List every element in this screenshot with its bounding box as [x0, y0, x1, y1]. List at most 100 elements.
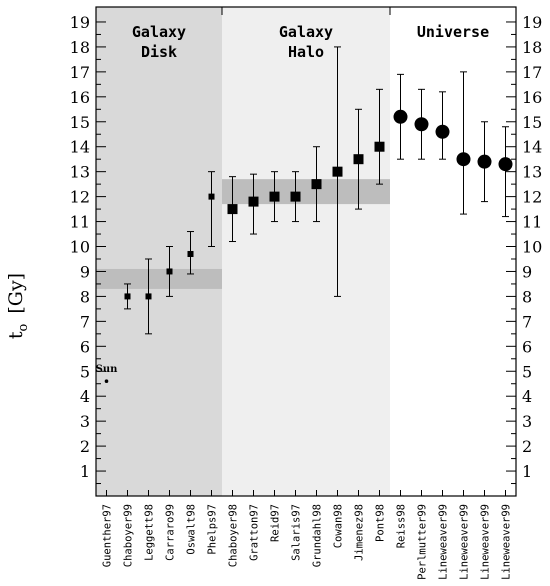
data-point-15 [435, 124, 450, 139]
y-tick-label-left-15: 15 [70, 113, 90, 132]
y-tick-label-right-2: 2 [522, 437, 532, 456]
x-tick-label-2: Leggett98 [144, 504, 156, 561]
data-point-13 [393, 109, 408, 124]
y-tick-label-left-17: 17 [70, 63, 90, 82]
data-point-11 [353, 154, 364, 165]
y-tick-label-right-11: 11 [522, 213, 542, 232]
y-tick-label-left-9: 9 [80, 262, 90, 281]
data-point-8 [290, 191, 301, 202]
x-tick-label-8: Reid97 [270, 504, 282, 542]
data-point-5 [227, 204, 238, 215]
x-tick-label-4: Oswalt98 [186, 504, 198, 555]
sun-label: Sun [96, 364, 118, 375]
data-point-4 [208, 193, 215, 200]
y-tick-label-right-7: 7 [522, 312, 532, 331]
x-tick-label-6: Chaboyer98 [228, 504, 240, 567]
y-tick-label-left-16: 16 [70, 88, 90, 107]
x-tick-label-14: Reiss98 [396, 504, 408, 548]
x-tick-label-10: Grundahl98 [312, 504, 324, 567]
region-label-2-0: Universe [417, 23, 489, 41]
x-tick-label-15: Perlmutter99 [417, 504, 429, 580]
region-bg-2 [390, 7, 516, 496]
region-label-0-0: Galaxy [132, 23, 186, 41]
data-point-3 [187, 250, 194, 257]
age-band-1 [222, 179, 390, 205]
axis-ticks [95, 7, 516, 496]
y-tick-label-right-15: 15 [522, 113, 542, 132]
x-tick-label-7: Gratton97 [249, 504, 261, 561]
data-point-2 [166, 268, 173, 275]
y-tick-label-right-9: 9 [522, 262, 532, 281]
y-tick-label-right-5: 5 [522, 362, 532, 381]
y-tick-label-left-14: 14 [70, 138, 90, 157]
region-bg-1 [222, 7, 390, 496]
region-labels: Galaxy Disk Galaxy Halo Universe [132, 23, 489, 61]
y-tick-label-right-16: 16 [522, 88, 542, 107]
x-tick-label-3: Carraro99 [165, 504, 177, 561]
region-label-0-1: Disk [141, 43, 177, 61]
y-tick-label-left-13: 13 [70, 163, 90, 182]
x-tick-label-16: Lineweaver99 [438, 504, 450, 580]
y-tick-label-left-3: 3 [80, 412, 90, 431]
data-point-10 [332, 166, 343, 177]
y-tick-label-left-6: 6 [80, 337, 90, 356]
y-tick-label-left-5: 5 [80, 362, 90, 381]
x-tick-label-12: Jimenez98 [354, 504, 366, 561]
y-tick-label-right-6: 6 [522, 337, 532, 356]
x-tick-label-9: Salaris97 [291, 504, 303, 561]
x-tick-label-19: Lineweaver99 [501, 504, 513, 580]
x-tick-label-1: Chaboyer99 [123, 504, 135, 567]
y-tick-label-right-3: 3 [522, 412, 532, 431]
data-point-18 [498, 157, 513, 172]
x-tick-label-0: Guenther97 [102, 504, 114, 567]
data-point-12 [374, 141, 385, 152]
x-tick-label-17: Lineweaver99 [459, 504, 471, 580]
y-tick-label-left-18: 18 [70, 38, 90, 57]
y-tick-label-right-8: 8 [522, 287, 532, 306]
y-axis-label-unit: [Gy] [5, 273, 27, 314]
data-point-17 [477, 154, 492, 169]
age-band-0 [96, 268, 222, 289]
y-tick-label-left-1: 1 [80, 462, 90, 481]
y-tick-label-right-4: 4 [522, 387, 532, 406]
y-tick-label-right-12: 12 [522, 188, 542, 207]
y-tick-label-left-2: 2 [80, 437, 90, 456]
data-point-16 [456, 152, 471, 167]
x-tick-label-5: Phelps97 [207, 504, 219, 555]
y-tick-label-right-10: 10 [522, 238, 542, 257]
data-markers [124, 109, 513, 300]
y-tick-label-right-1: 1 [522, 462, 532, 481]
data-point-0 [124, 293, 131, 300]
region-backgrounds [96, 7, 516, 496]
region-label-1-1: Halo [288, 43, 324, 61]
y-tick-label-right-18: 18 [522, 38, 542, 57]
y-axis-label-sub: o [16, 323, 31, 331]
region-label-1-0: Galaxy [279, 23, 333, 41]
y-tick-label-left-10: 10 [70, 238, 90, 257]
data-point-9 [311, 179, 322, 190]
y-tick-label-right-19: 19 [522, 13, 542, 32]
y-tick-label-left-19: 19 [70, 13, 90, 32]
sun-marker [104, 379, 109, 384]
data-point-1 [145, 293, 152, 300]
y-tick-label-right-13: 13 [522, 163, 542, 182]
y-tick-label-right-14: 14 [522, 138, 542, 157]
y-tick-label-left-12: 12 [70, 188, 90, 207]
region-bg-0 [96, 7, 222, 496]
x-tick-label-13: Pont98 [375, 504, 387, 542]
y-axis-label-main: t [5, 331, 27, 339]
y-tick-label-right-17: 17 [522, 63, 542, 82]
data-point-14 [414, 117, 429, 132]
y-tick-label-left-4: 4 [80, 387, 90, 406]
sun-marker-group: Sun [96, 364, 118, 384]
data-point-6 [248, 196, 259, 207]
y-tick-label-left-8: 8 [80, 287, 90, 306]
plot-frame [95, 6, 517, 497]
x-tick-label-11: Cowan98 [333, 504, 345, 548]
y-tick-label-left-11: 11 [70, 213, 90, 232]
y-axis-label: to [Gy] [5, 273, 31, 339]
x-tick-labels: Guenther97 Chaboyer99 Leggett98 Carraro99 Os… [102, 504, 513, 580]
